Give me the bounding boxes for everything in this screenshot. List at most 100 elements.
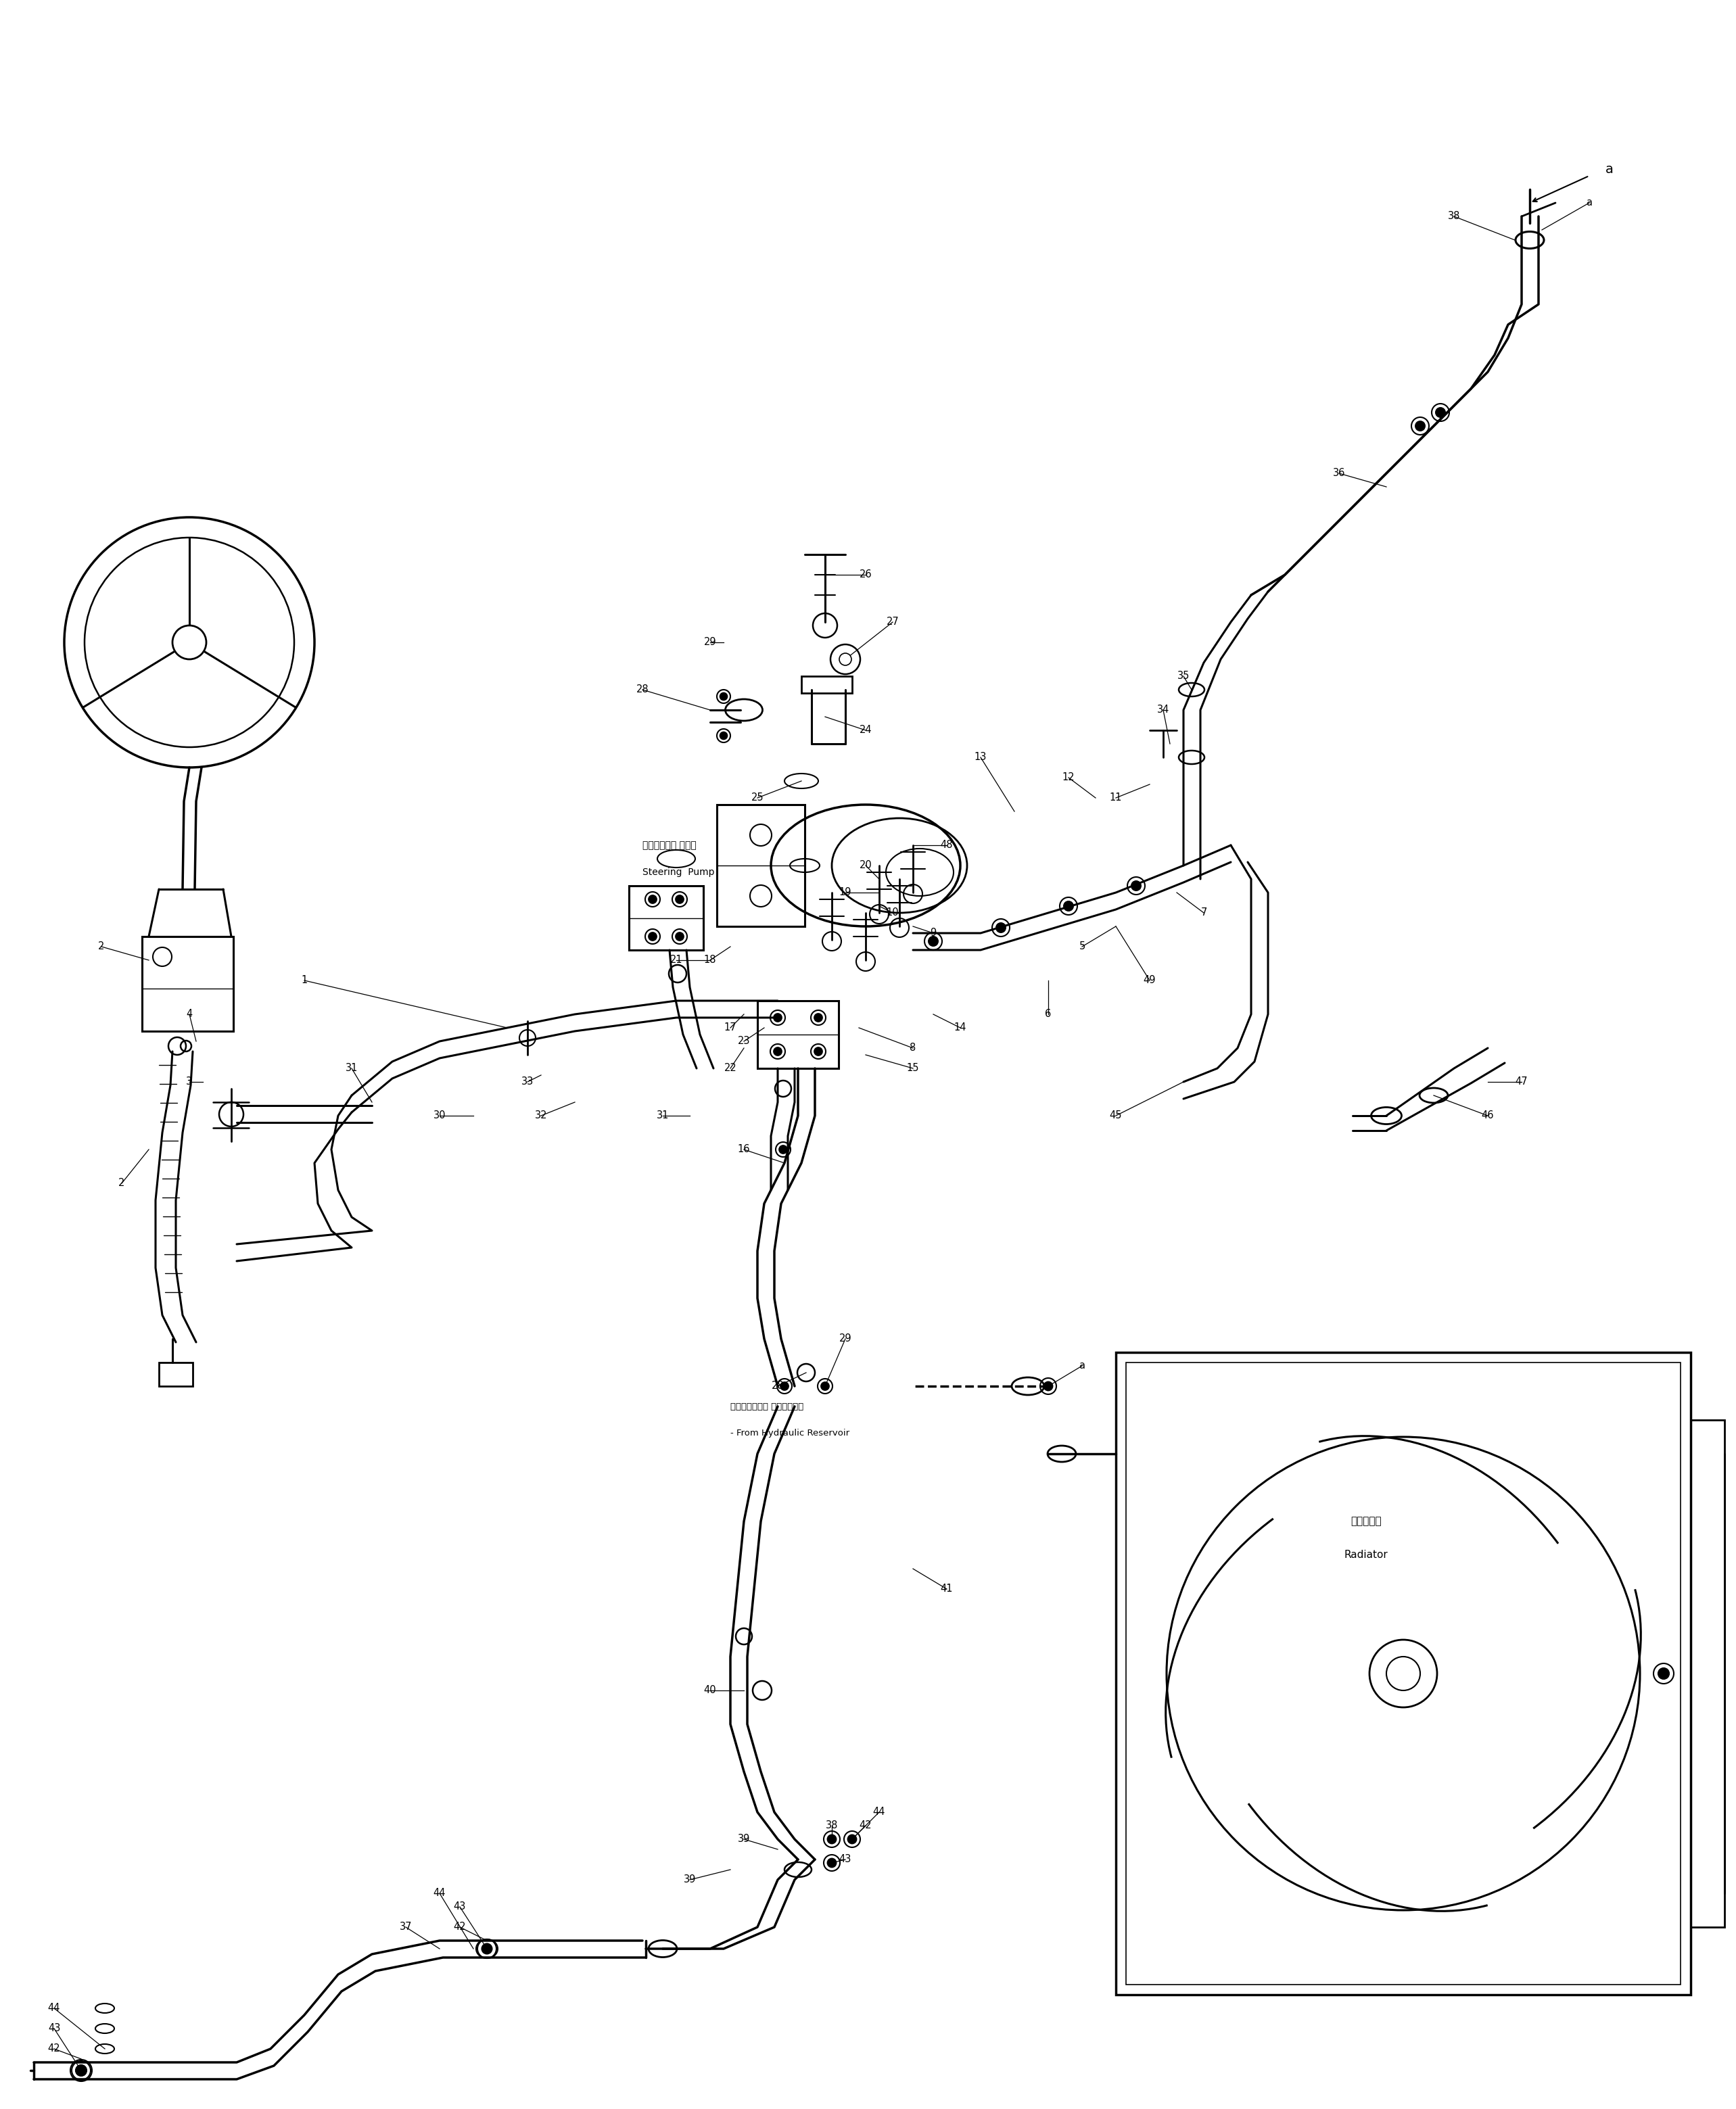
Text: 36: 36 [1333, 468, 1345, 479]
Circle shape [1043, 1381, 1052, 1390]
Bar [142, 936, 233, 1031]
Text: ラジエータ: ラジエータ [1351, 1516, 1382, 1527]
Circle shape [996, 924, 1005, 932]
Circle shape [821, 1381, 830, 1390]
Text: 8: 8 [910, 1044, 917, 1052]
Text: 28: 28 [771, 1381, 785, 1392]
Circle shape [481, 1944, 491, 1953]
Text: 46: 46 [1481, 1111, 1495, 1120]
Text: 29: 29 [703, 637, 717, 647]
Circle shape [929, 936, 937, 947]
Circle shape [1132, 882, 1141, 890]
Text: a: a [1080, 1360, 1085, 1371]
Text: a: a [1587, 198, 1592, 209]
Circle shape [78, 2067, 83, 2073]
Text: 49: 49 [1144, 974, 1156, 985]
Circle shape [1436, 407, 1446, 418]
Text: 19: 19 [838, 888, 852, 898]
Text: 22: 22 [724, 1063, 736, 1073]
Bar [802, 677, 852, 694]
Text: 34: 34 [1156, 704, 1170, 715]
Text: 6: 6 [1045, 1010, 1052, 1019]
Circle shape [779, 1145, 786, 1154]
Text: 7: 7 [1201, 907, 1207, 917]
Text: 23: 23 [738, 1036, 750, 1046]
Text: 31: 31 [345, 1063, 358, 1073]
Text: 14: 14 [955, 1023, 967, 1033]
Text: 29: 29 [838, 1333, 852, 1343]
Text: - From Hydraulic Reservoir: - From Hydraulic Reservoir [731, 1430, 849, 1438]
Bar [757, 1002, 838, 1069]
Text: 15: 15 [906, 1063, 920, 1073]
Text: 1: 1 [302, 974, 307, 985]
Circle shape [774, 1014, 781, 1021]
Text: 16: 16 [738, 1145, 750, 1154]
Text: 48: 48 [941, 839, 953, 850]
Circle shape [649, 894, 656, 903]
Text: ハイドロリック リザーバから: ハイドロリック リザーバから [731, 1402, 804, 1411]
Circle shape [814, 1048, 823, 1054]
Text: 2: 2 [118, 1179, 125, 1187]
Circle shape [76, 2065, 87, 2075]
Text: 43: 43 [838, 1854, 852, 1864]
Text: 11: 11 [1109, 793, 1121, 804]
Text: 10: 10 [887, 907, 899, 917]
Text: 30: 30 [434, 1111, 446, 1120]
Text: 39: 39 [738, 1835, 750, 1843]
Text: 45: 45 [1109, 1111, 1121, 1120]
Text: 40: 40 [703, 1685, 717, 1696]
Bar [1691, 1419, 1724, 1928]
Text: 44: 44 [434, 1888, 446, 1898]
Circle shape [828, 1835, 837, 1843]
Circle shape [172, 626, 207, 660]
Text: 18: 18 [703, 955, 717, 966]
Circle shape [838, 654, 851, 664]
Text: 42: 42 [49, 2044, 61, 2054]
Text: 25: 25 [752, 793, 764, 804]
Text: 5: 5 [1078, 941, 1085, 951]
Text: 41: 41 [941, 1584, 953, 1594]
Text: 43: 43 [49, 2023, 61, 2033]
Circle shape [847, 1835, 856, 1843]
Bar [628, 886, 703, 949]
Circle shape [720, 732, 727, 740]
Text: 42: 42 [859, 1820, 871, 1831]
Text: 35: 35 [1177, 671, 1189, 681]
Text: Radiator: Radiator [1344, 1550, 1389, 1561]
Text: ステアリング ポンプ: ステアリング ポンプ [642, 841, 696, 850]
Text: 38: 38 [1448, 211, 1460, 221]
Text: 12: 12 [1062, 772, 1075, 782]
Circle shape [720, 692, 727, 700]
Text: 24: 24 [859, 725, 871, 736]
Text: 3: 3 [186, 1078, 193, 1086]
Bar [160, 1362, 193, 1386]
Circle shape [1658, 1668, 1670, 1679]
Bar [717, 806, 806, 926]
Circle shape [814, 1014, 823, 1021]
Text: 32: 32 [535, 1111, 547, 1120]
Text: 2: 2 [99, 941, 104, 951]
Text: 13: 13 [974, 753, 986, 761]
Circle shape [649, 932, 656, 941]
Text: 31: 31 [656, 1111, 668, 1120]
Text: 26: 26 [859, 569, 871, 580]
Text: 39: 39 [684, 1875, 696, 1885]
Text: 27: 27 [887, 618, 899, 626]
Circle shape [675, 894, 684, 903]
Circle shape [1415, 422, 1425, 430]
Circle shape [781, 1381, 788, 1390]
Text: a: a [1606, 162, 1613, 175]
Circle shape [774, 1048, 781, 1054]
Text: 44: 44 [49, 2004, 61, 2014]
Text: 43: 43 [453, 1902, 465, 1913]
Text: Steering  Pump: Steering Pump [642, 867, 715, 877]
Text: 4: 4 [186, 1010, 193, 1019]
Text: 17: 17 [724, 1023, 736, 1033]
Circle shape [675, 932, 684, 941]
Bar [1116, 1352, 1691, 1995]
Text: 42: 42 [453, 1921, 467, 1932]
Circle shape [828, 1858, 837, 1866]
Text: 9: 9 [930, 928, 936, 939]
Text: 37: 37 [399, 1921, 411, 1932]
Bar [1127, 1362, 1680, 1985]
